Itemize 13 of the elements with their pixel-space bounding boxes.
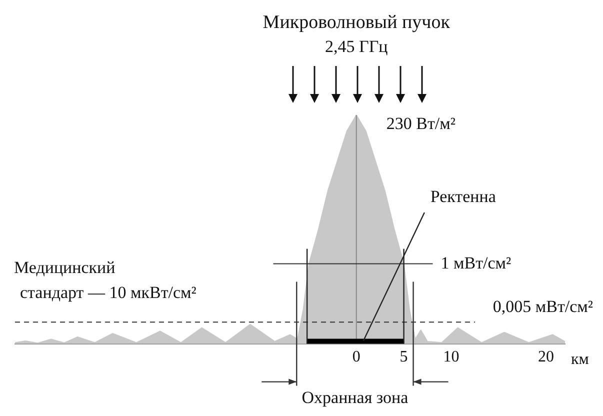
x-axis-title: км <box>571 350 589 368</box>
x-tick-label: 0 <box>352 348 360 366</box>
text: Охранная зона <box>300 388 410 408</box>
chart-title: Микроволновый пучок <box>262 12 451 33</box>
annotation: 230 Вт/м² <box>386 114 456 133</box>
x-tick-label: 5 <box>400 348 408 366</box>
x-tick-label: 20 <box>538 348 554 366</box>
annotation: Ректенна <box>430 186 496 206</box>
x-tick-label: 10 <box>443 348 460 366</box>
ref-line-label: 0,005 мВт/см² <box>492 297 593 316</box>
chart-subtitle: 2,45 ГГц <box>324 37 388 56</box>
annotation: Медицинский стандарт — 10 мкВт/см² <box>14 258 196 302</box>
ref-line-label: 1 мВт/см² <box>440 254 512 273</box>
